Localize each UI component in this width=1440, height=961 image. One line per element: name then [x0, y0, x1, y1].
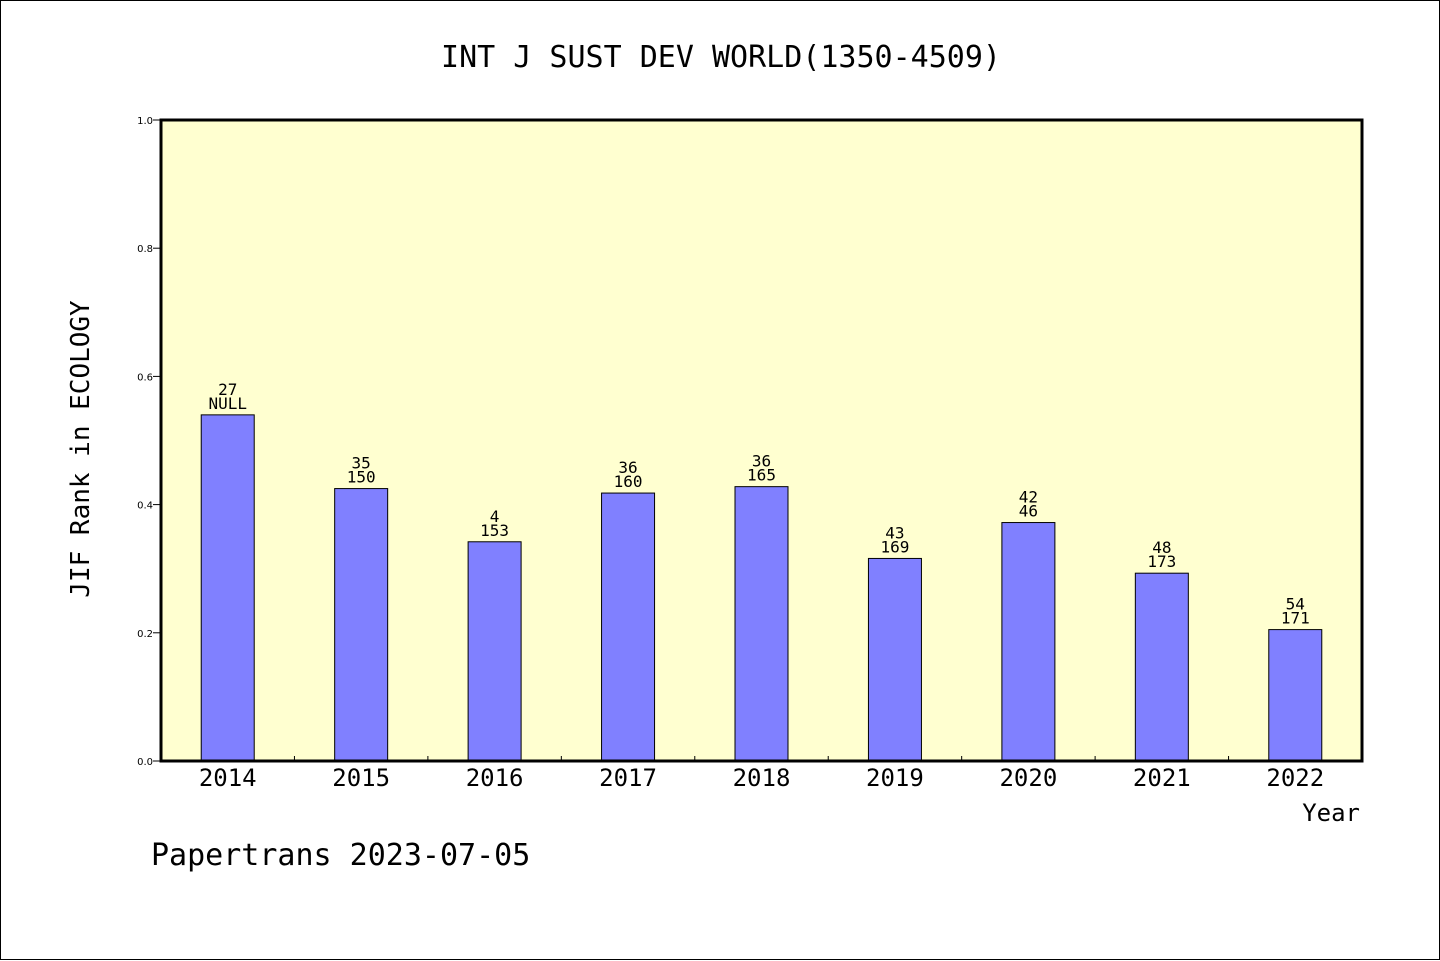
bar-label-bottom: 165 — [747, 466, 776, 485]
plot-frame — [159, 118, 1364, 763]
bar-label-top: 36 — [618, 458, 637, 477]
bar-label-bottom: 150 — [347, 468, 376, 487]
bar-2021 — [1134, 572, 1189, 762]
y-axis-ticks: 0.0 0.2 0.4 0.6 0.8 1.0 — [137, 116, 161, 768]
bar-2014 — [200, 414, 255, 762]
bar-label-top: 54 — [1286, 595, 1305, 614]
bar-2019 — [867, 557, 922, 762]
x-axis-ticks: 2014 2015 2016 2017 2018 2019 2020 2021 2022 — [199, 756, 1324, 792]
bar-label-bottom: 46 — [1019, 502, 1038, 521]
y-tick-label: 1.0 — [137, 116, 153, 127]
bar-2016 — [467, 541, 522, 762]
bar-label-bottom: 171 — [1281, 609, 1310, 628]
bar-label-top: 27 — [218, 380, 237, 399]
x-tick-label: 2018 — [733, 764, 791, 792]
x-tick-label: 2022 — [1266, 764, 1324, 792]
bar-2018 — [734, 486, 789, 762]
bar-label-bottom: 169 — [880, 537, 909, 556]
y-tick-label: 0.6 — [137, 372, 153, 383]
bar-label-bottom: NULL — [208, 394, 247, 413]
bar-labels: 27NULL3515041533616036165431694246481735… — [208, 380, 1309, 628]
y-axis-label: JIF Rank in ECOLOGY — [66, 300, 96, 598]
y-tick-label: 0.0 — [137, 757, 153, 768]
x-tick-label: 2021 — [1133, 764, 1191, 792]
y-tick-label: 0.2 — [137, 629, 153, 640]
x-tick-label: 2014 — [199, 764, 257, 792]
bar-label-top: 36 — [752, 452, 771, 471]
y-tick-label: 0.8 — [137, 244, 153, 255]
x-tick-label: 2020 — [999, 764, 1057, 792]
y-tick-label: 0.4 — [137, 501, 153, 512]
chart-title: INT J SUST DEV WORLD(1350-4509) — [441, 40, 1001, 75]
bar-label-bottom: 173 — [1147, 552, 1176, 571]
bar-2022 — [1268, 629, 1323, 762]
bar-2015 — [334, 488, 389, 762]
x-tick-label: 2015 — [332, 764, 390, 792]
x-tick-label: 2017 — [599, 764, 657, 792]
bar-label-top: 35 — [352, 454, 371, 473]
bar-label-top: 43 — [885, 523, 904, 542]
bar-label-top: 48 — [1152, 538, 1171, 557]
bar-label-bottom: 160 — [614, 472, 643, 491]
x-tick-label: 2019 — [866, 764, 924, 792]
bar-label-top: 4 — [490, 507, 500, 526]
bar-series — [200, 414, 1323, 762]
bar-label-bottom: 153 — [480, 521, 509, 540]
bar-2020 — [1001, 522, 1056, 762]
bar-label-top: 42 — [1019, 488, 1038, 507]
x-tick-label: 2016 — [466, 764, 524, 792]
x-axis-label: Year — [1302, 799, 1360, 827]
footer-credit: Papertrans 2023-07-05 — [151, 838, 530, 873]
bar-2017 — [601, 492, 656, 762]
